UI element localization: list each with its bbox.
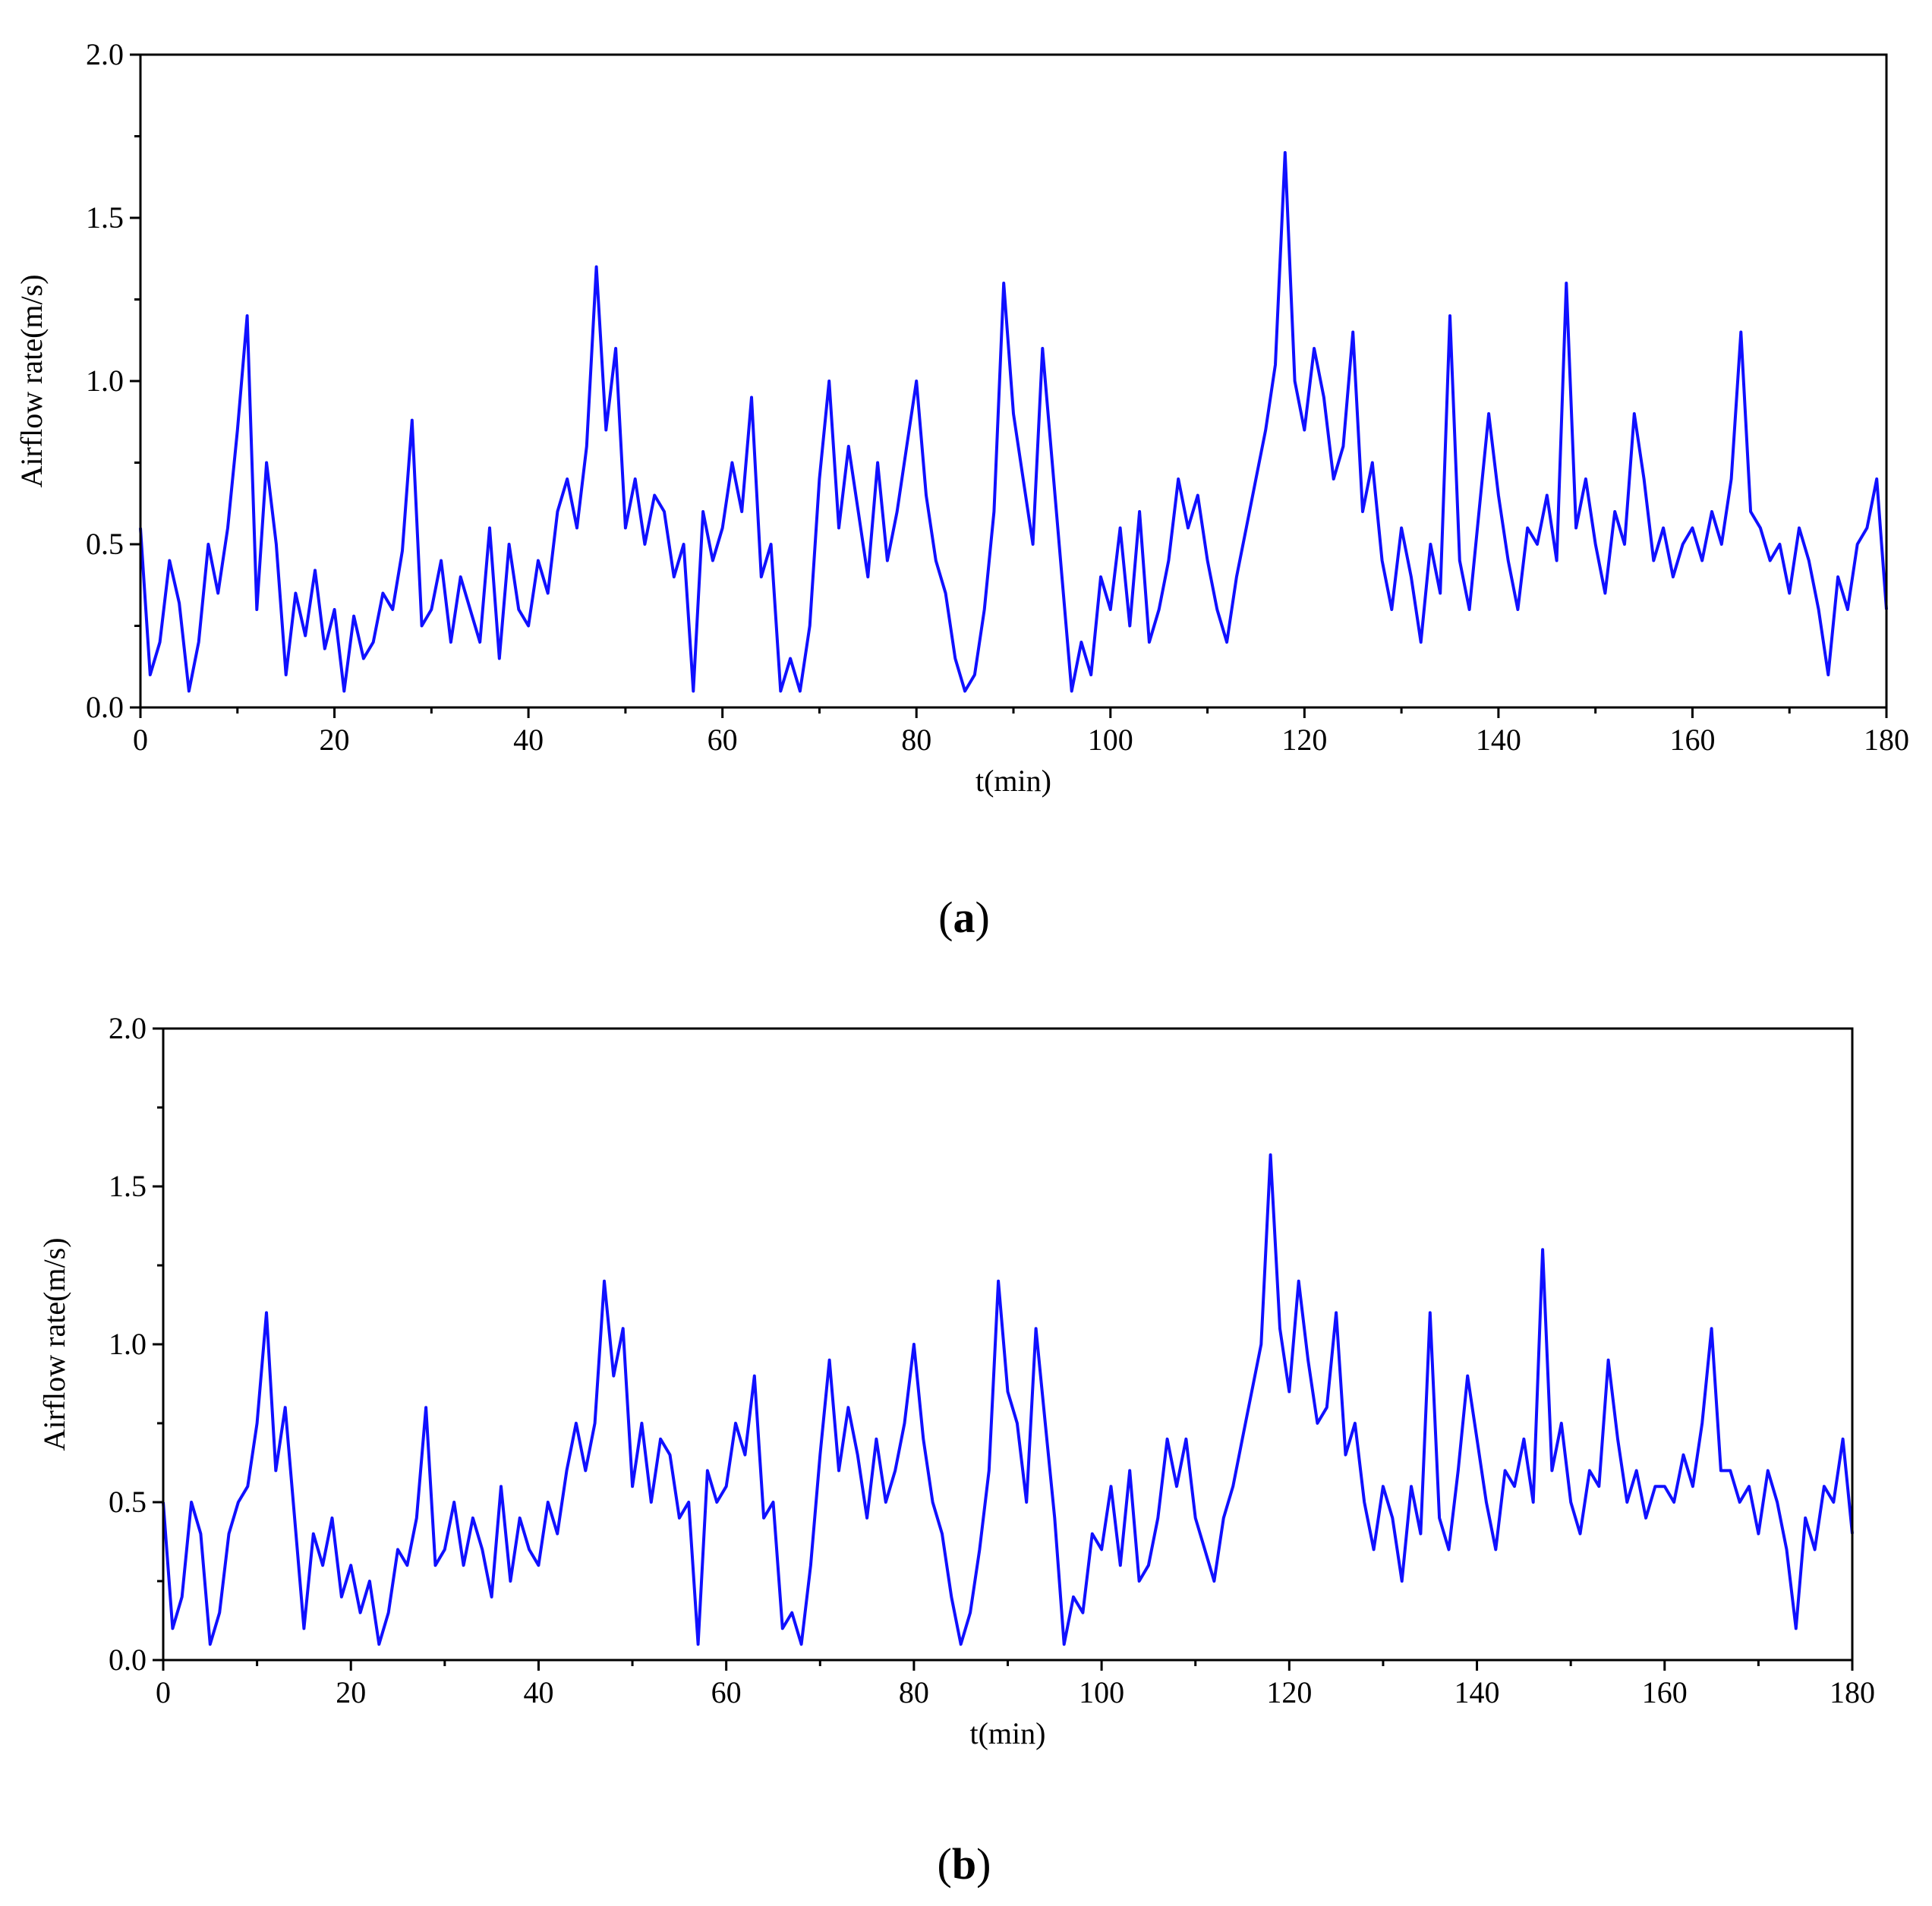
y-tick-label: 0.5 bbox=[109, 1485, 147, 1519]
x-tick-label: 20 bbox=[336, 1675, 366, 1709]
plot-frame bbox=[162, 1027, 1854, 1662]
panel-label-a: (a) bbox=[938, 893, 990, 942]
x-tick-label: 60 bbox=[711, 1675, 742, 1709]
series-line-layer bbox=[139, 151, 1888, 693]
y-tick-label: 1.0 bbox=[86, 364, 124, 398]
x-axis-ticks: 0 20 40 60 80 100 120 140 160 180 bbox=[133, 707, 1909, 757]
x-tick-label: 100 bbox=[1088, 723, 1133, 757]
x-tick-label: 0 bbox=[156, 1675, 171, 1709]
y-tick-label: 0.0 bbox=[109, 1643, 147, 1677]
y-tick-label: 2.0 bbox=[86, 37, 124, 71]
y-tick-label: 1.5 bbox=[86, 200, 124, 235]
x-tick-label: 160 bbox=[1642, 1675, 1688, 1709]
x-tick-label: 180 bbox=[1864, 723, 1909, 757]
chart-panel-b: 0.0 0.5 1.0 1.5 2.0 0 20 40 60 80 100 120 140 160 180… bbox=[37, 1011, 1875, 1889]
series-line-layer bbox=[162, 1153, 1854, 1646]
y-tick-label: 2.0 bbox=[109, 1011, 147, 1045]
x-tick-label: 80 bbox=[901, 723, 931, 757]
y-tick-label: 0.5 bbox=[86, 527, 124, 561]
x-tick-label: 40 bbox=[523, 1675, 553, 1709]
y-axis-ticks: 0.0 0.5 1.0 1.5 2.0 bbox=[109, 1011, 163, 1677]
x-tick-label: 120 bbox=[1281, 723, 1327, 757]
y-axis-title: Airflow rate(m/s) bbox=[37, 1237, 71, 1451]
series-line-0 bbox=[139, 151, 1888, 693]
x-tick-label: 180 bbox=[1830, 1675, 1875, 1709]
panel-label-b: (b) bbox=[938, 1839, 991, 1889]
y-tick-label: 0.0 bbox=[86, 690, 124, 724]
x-tick-label: 20 bbox=[320, 723, 350, 757]
x-tick-label: 120 bbox=[1266, 1675, 1312, 1709]
y-axis-ticks: 0.0 0.5 1.0 1.5 2.0 bbox=[86, 37, 140, 724]
y-tick-label: 1.0 bbox=[109, 1327, 147, 1361]
y-tick-label: 1.5 bbox=[109, 1169, 147, 1203]
x-axis-title: t(min) bbox=[970, 1716, 1046, 1750]
x-tick-label: 140 bbox=[1476, 723, 1521, 757]
x-tick-label: 0 bbox=[133, 723, 148, 757]
x-tick-label: 100 bbox=[1079, 1675, 1124, 1709]
x-tick-label: 80 bbox=[899, 1675, 929, 1709]
x-tick-label: 40 bbox=[513, 723, 544, 757]
x-axis-title: t(min) bbox=[975, 764, 1051, 798]
chart-panel-a: 0.0 0.5 1.0 1.5 2.0 0 20 40 60 80 100 120 140 160 180… bbox=[14, 37, 1909, 942]
plot-frame bbox=[139, 53, 1888, 709]
x-axis-ticks: 0 20 40 60 80 100 120 140 160 180 bbox=[156, 1660, 1875, 1709]
series-line-0 bbox=[162, 1153, 1854, 1646]
x-tick-label: 60 bbox=[708, 723, 738, 757]
y-axis-title: Airflow rate(m/s) bbox=[14, 274, 49, 487]
x-tick-label: 160 bbox=[1669, 723, 1715, 757]
x-tick-label: 140 bbox=[1455, 1675, 1500, 1709]
